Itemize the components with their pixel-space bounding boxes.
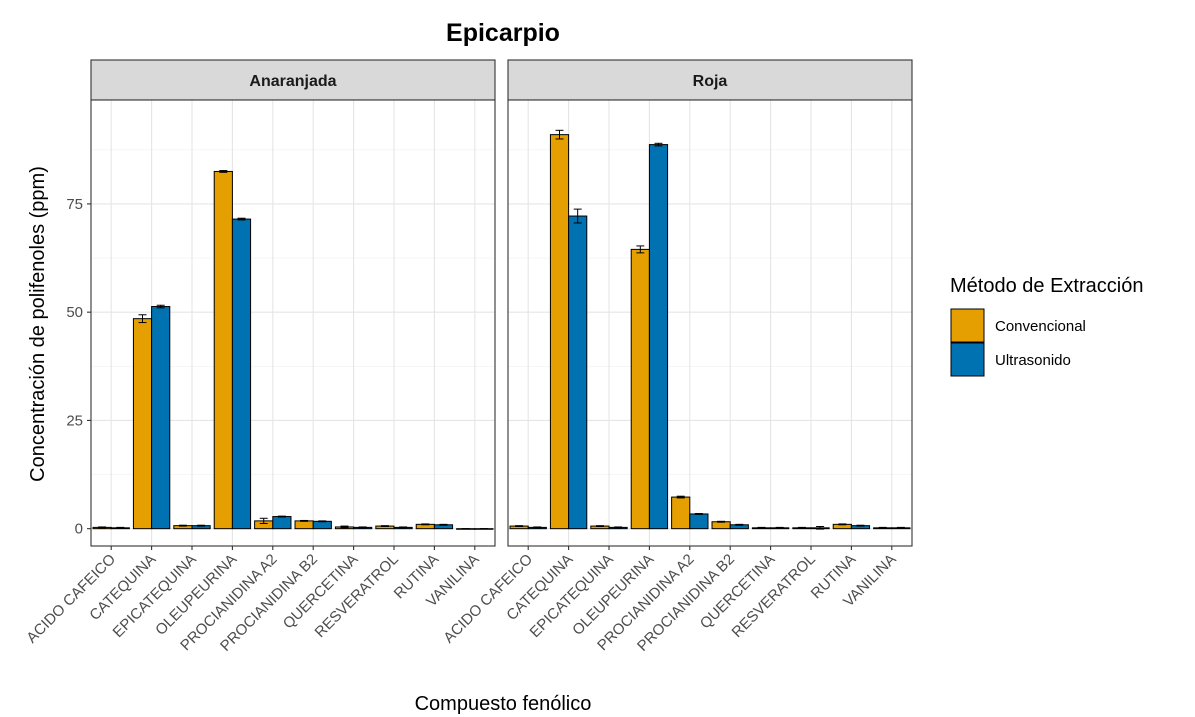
- bar-anaranjada-ultrasonido-procianidina-b2: [312, 520, 332, 530]
- y-tick-label-25: 25: [66, 412, 83, 429]
- chart-title: Epicarpio: [446, 19, 560, 47]
- error-bar-anaranjada-ultrasonido-epicatequina: [197, 524, 206, 527]
- error-bar-roja-convencional-procianidina-a2: [676, 495, 685, 499]
- bar-anaranjada-ultrasonido-catequina: [151, 306, 171, 530]
- bar-anaranjada-convencional-procianidina-b2: [294, 520, 314, 530]
- error-bar-anaranjada-ultrasonido-resveratrol: [399, 526, 408, 529]
- y-tick-label-50: 50: [66, 304, 83, 321]
- bar-roja-convencional-procianidina-a2: [671, 496, 691, 530]
- y-axis-title: Concentración de polifenoles (ppm): [27, 166, 49, 482]
- error-bar-roja-ultrasonido-procianidina-b2: [735, 523, 744, 526]
- bar-anaranjada-ultrasonido-oleupeurina: [231, 218, 252, 530]
- error-bar-roja-ultrasonido-vanilina: [896, 526, 905, 529]
- error-bar-roja-ultrasonido-epicatequina: [614, 526, 623, 529]
- facet-label-anaranjada: Anaranjada: [249, 73, 336, 90]
- panel-border-roja: [507, 99, 913, 547]
- legend-label-convencional: Convencional: [995, 318, 1086, 335]
- error-bar-roja-ultrasonido-procianidina-a2: [694, 513, 703, 515]
- x-axis-title: Compuesto fenólico: [415, 693, 592, 715]
- legend: Método de Extracción Convencional Ultraso…: [950, 275, 1143, 377]
- bar-roja-convencional-procianidina-b2: [711, 521, 731, 530]
- error-bar-anaranjada-convencional-acido-cafeico: [98, 526, 107, 529]
- error-bar-roja-convencional-procianidina-b2: [717, 520, 726, 523]
- legend-title: Método de Extracción: [950, 275, 1143, 297]
- error-bar-anaranjada-ultrasonido-quercetina: [358, 526, 367, 529]
- error-bar-anaranjada-convencional-procianidina-a2: [259, 517, 268, 524]
- panel-border-anaranjada: [90, 99, 496, 547]
- error-bar-anaranjada-ultrasonido-oleupeurina: [237, 217, 246, 221]
- facet-strip-anaranjada: [90, 59, 496, 101]
- bar-roja-ultrasonido-oleupeurina: [648, 144, 669, 530]
- error-bar-anaranjada-convencional-catequina: [138, 314, 147, 324]
- bar-anaranjada-convencional-catequina: [132, 318, 153, 530]
- error-bar-anaranjada-ultrasonido-acido-cafeico: [116, 526, 125, 529]
- error-bar-roja-convencional-vanilina: [878, 526, 887, 529]
- bar-roja-ultrasonido-catequina: [568, 215, 588, 530]
- error-bar-anaranjada-ultrasonido-procianidina-b2: [318, 520, 327, 523]
- y-tick-label-75: 75: [66, 196, 83, 213]
- bar-anaranjada-convencional-oleupeurina: [213, 170, 233, 530]
- error-bar-roja-convencional-quercetina: [757, 526, 766, 529]
- error-bar-roja-convencional-oleupeurina: [636, 245, 645, 254]
- legend-label-ultrasonido: Ultrasonido: [995, 352, 1071, 369]
- error-bar-anaranjada-ultrasonido-catequina: [156, 304, 165, 309]
- error-bar-roja-ultrasonido-catequina: [573, 208, 582, 224]
- error-bar-roja-ultrasonido-acido-cafeico: [533, 526, 542, 529]
- error-bar-roja-ultrasonido-rutina: [856, 524, 865, 527]
- bar-roja-ultrasonido-procianidina-a2: [689, 513, 709, 530]
- error-bar-anaranjada-convencional-quercetina: [340, 525, 349, 529]
- error-bar-anaranjada-convencional-procianidina-b2: [300, 519, 309, 522]
- error-bar-roja-convencional-catequina: [555, 129, 564, 140]
- error-bar-roja-convencional-acido-cafeico: [515, 525, 524, 528]
- legend-swatch-ultrasonido: [950, 342, 985, 377]
- error-bar-anaranjada-ultrasonido-rutina: [439, 523, 448, 526]
- error-bar-anaranjada-convencional-epicatequina: [178, 524, 187, 527]
- error-bar-roja-ultrasonido-resveratrol: [816, 526, 825, 530]
- error-bar-anaranjada-convencional-oleupeurina: [219, 170, 228, 173]
- legend-item-ultrasonido: Ultrasonido: [950, 342, 1071, 377]
- error-bar-roja-ultrasonido-quercetina: [775, 526, 784, 529]
- bar-anaranjada-ultrasonido-procianidina-a2: [272, 516, 292, 530]
- error-bar-anaranjada-convencional-rutina: [421, 523, 430, 526]
- error-bar-anaranjada-ultrasonido-procianidina-a2: [277, 515, 286, 518]
- error-bar-roja-convencional-epicatequina: [595, 525, 604, 528]
- error-bar-roja-convencional-rutina: [838, 523, 847, 526]
- facet-strip-roja: [507, 59, 913, 101]
- legend-swatch-convencional: [950, 308, 985, 343]
- error-bar-anaranjada-convencional-resveratrol: [380, 525, 389, 528]
- bar-roja-convencional-catequina: [549, 134, 570, 530]
- facet-label-roja: Roja: [693, 73, 728, 90]
- bar-roja-convencional-oleupeurina: [630, 248, 650, 530]
- error-bar-roja-convencional-resveratrol: [797, 526, 806, 529]
- error-bar-roja-ultrasonido-oleupeurina: [654, 142, 663, 147]
- y-tick-label-0: 0: [75, 521, 83, 538]
- legend-item-convencional: Convencional: [950, 308, 1086, 343]
